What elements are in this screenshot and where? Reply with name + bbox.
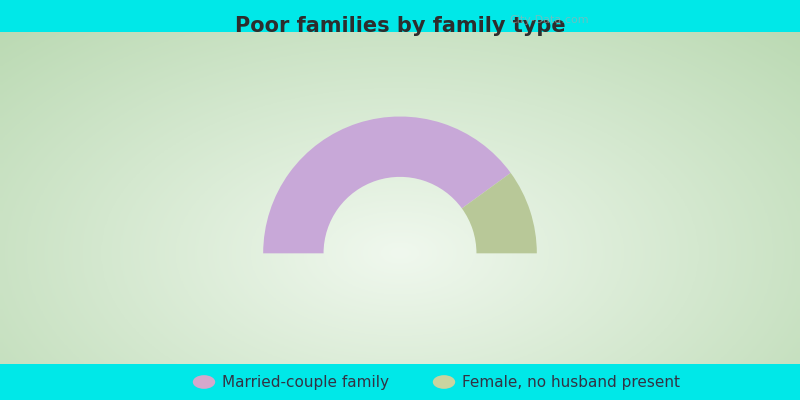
Ellipse shape (193, 375, 215, 389)
Wedge shape (462, 173, 537, 253)
Text: Married-couple family: Married-couple family (222, 374, 389, 390)
Wedge shape (263, 116, 510, 253)
Text: Female, no husband present: Female, no husband present (462, 374, 680, 390)
Ellipse shape (433, 375, 455, 389)
Text: Poor families by family type: Poor families by family type (234, 16, 566, 36)
Text: City-Data.com: City-Data.com (510, 15, 589, 25)
